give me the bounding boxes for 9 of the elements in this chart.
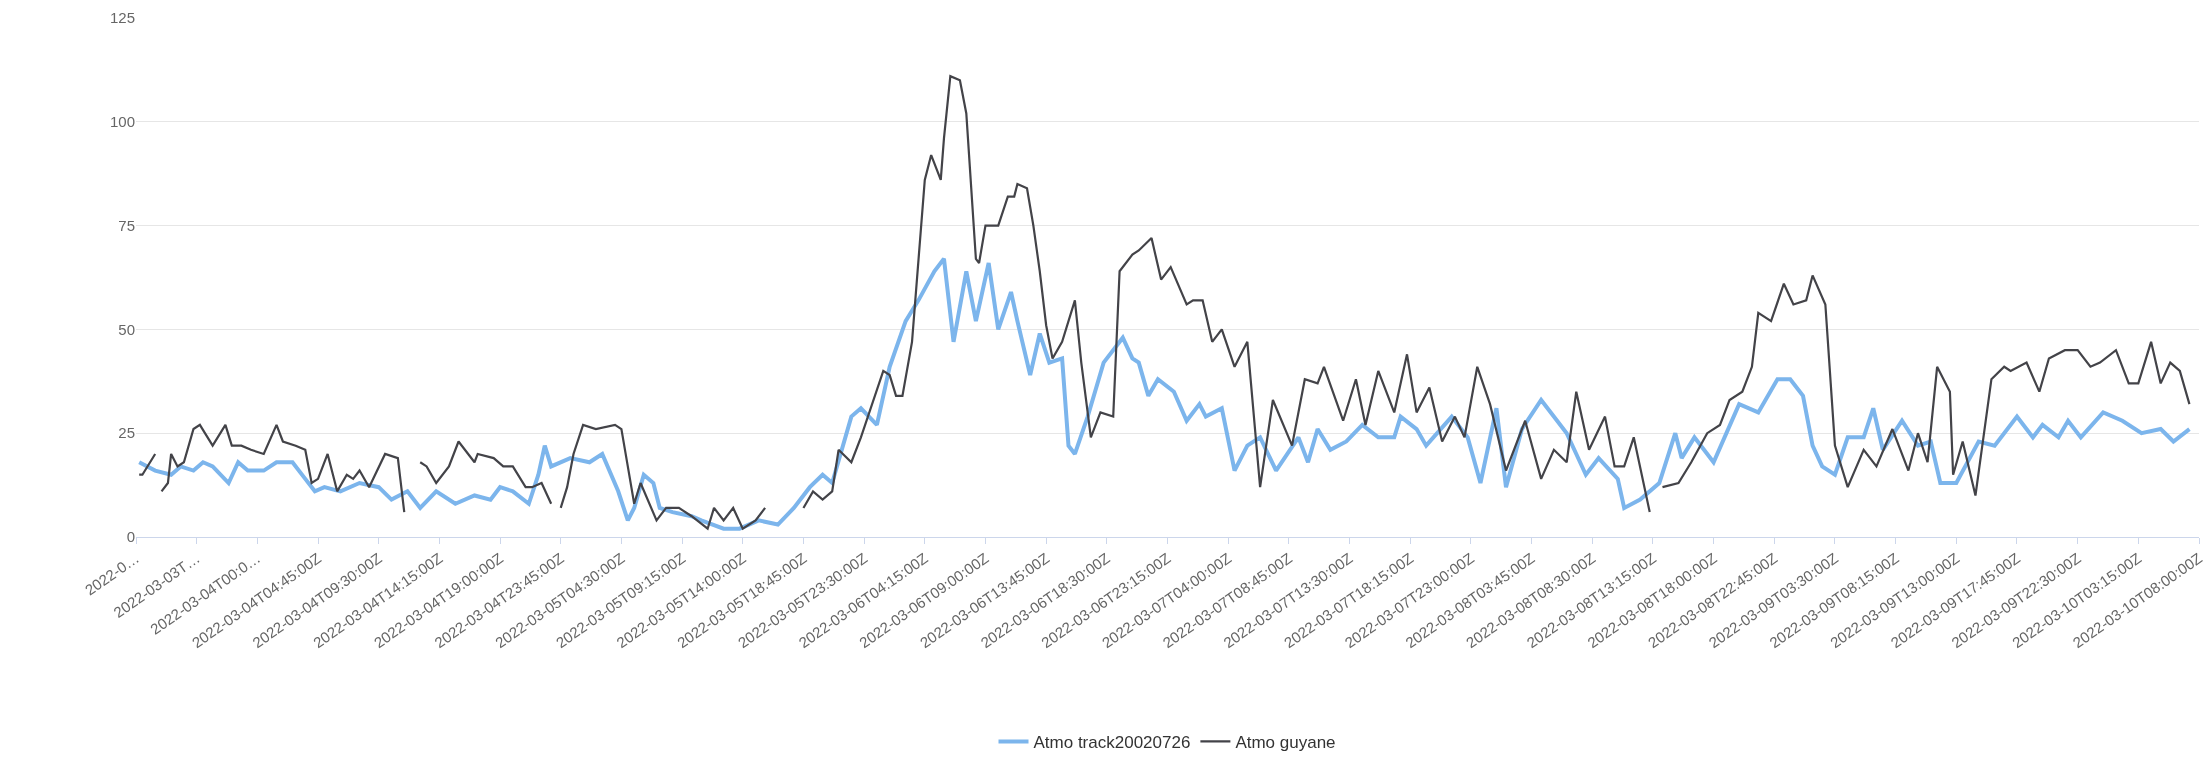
legend-label: Atmo track20020726 [1033,733,1191,753]
y-tick-label: 50 [118,320,135,338]
y-tick-label: 25 [118,424,135,442]
y-tick-label: 75 [118,216,135,234]
y-tick-label: 125 [109,9,135,27]
y-tick-label: 100 [109,113,135,131]
line-series [137,256,2192,531]
y-tick-label: 0 [126,528,135,546]
legend-label: Atmo guyane [1235,733,1336,753]
